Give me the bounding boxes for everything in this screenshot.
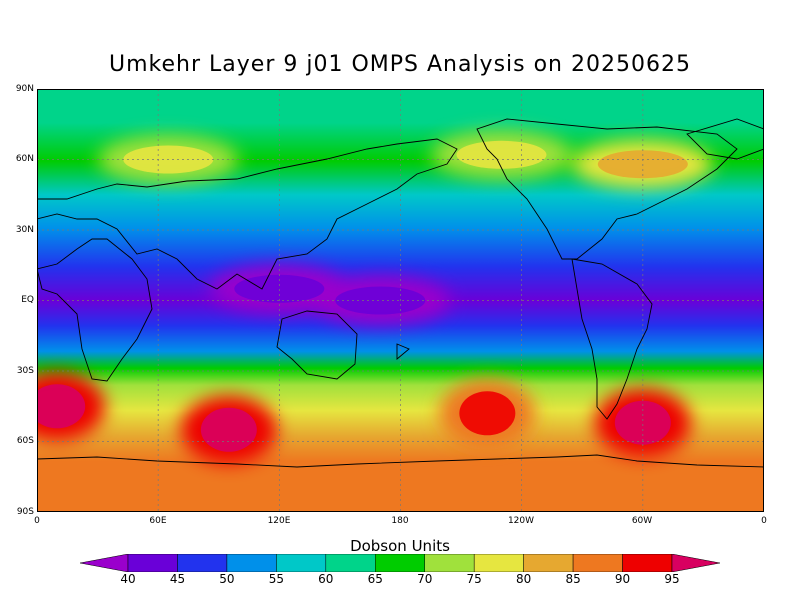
lon-label-0-end: 0: [761, 516, 767, 526]
lon-label-180: 180: [391, 516, 409, 526]
lat-label-90s: 90S: [16, 507, 34, 517]
lat-label-eq: EQ: [21, 295, 34, 305]
colorbar-label: 65: [367, 572, 383, 586]
feature-core: [456, 140, 547, 169]
colorbar-label: 90: [614, 572, 631, 586]
graticule: [37, 89, 764, 512]
colorbar-low-arrow: [79, 553, 129, 573]
coastlines: [37, 118, 764, 468]
colorbar-labels: 40 45 50 55 60 65 70 75 80 85 90 95: [0, 572, 800, 590]
lat-label-30n: 30N: [15, 225, 34, 235]
feature-core: [459, 391, 516, 436]
colorbar-box: [276, 553, 327, 573]
colorbar: [79, 553, 721, 573]
colorbar-box: [226, 553, 277, 573]
lon-label-0: 0: [34, 516, 40, 526]
colorbar-label: 50: [219, 572, 235, 586]
colorbar-box: [473, 553, 524, 573]
colorbar-box: [177, 553, 228, 573]
feature-core: [37, 384, 86, 429]
feature-core: [614, 400, 671, 445]
colorbar-label: 40: [120, 572, 136, 586]
colorbar-label: 85: [565, 572, 581, 586]
lat-label-60n: 60N: [15, 154, 34, 164]
colorbar-box: [622, 553, 673, 573]
colorbar-box: [375, 553, 425, 573]
ozone-map: [37, 89, 764, 512]
colorbar-high-arrow: [671, 553, 721, 573]
colorbar-label: 45: [169, 572, 186, 586]
colorbar-label: 55: [268, 572, 284, 586]
map-frame: [37, 89, 764, 512]
lon-label-60e: 60E: [149, 516, 167, 526]
lat-label-60s: 60S: [16, 436, 34, 446]
colorbar-label: 70: [417, 572, 433, 586]
feature-core: [335, 286, 426, 315]
colorbar-svg: [79, 553, 721, 573]
colorbar-label: 60: [318, 572, 334, 586]
lon-label-120w: 120W: [507, 516, 535, 526]
map-panel: [37, 89, 764, 512]
feature-core: [234, 274, 325, 303]
lon-label-60w: 60W: [631, 516, 653, 526]
lat-label-30s: 30S: [16, 366, 34, 376]
colorbar-box: [523, 553, 574, 573]
lat-label-90n: 90N: [15, 84, 34, 94]
colorbar-label: 80: [515, 572, 532, 586]
colorbar-box: [325, 553, 376, 573]
colorbar-label: 95: [664, 572, 680, 586]
colorbar-title: Dobson Units: [350, 537, 450, 555]
colorbar-label: 75: [466, 572, 482, 586]
map-title: Umkehr Layer 9 j01 OMPS Analysis on 2025…: [109, 52, 691, 77]
colorbar-box: [127, 553, 178, 573]
colorbar-box: [572, 553, 623, 573]
lon-label-120e: 120E: [267, 516, 291, 526]
colorbar-box: [424, 553, 475, 573]
feature-core: [200, 407, 257, 452]
